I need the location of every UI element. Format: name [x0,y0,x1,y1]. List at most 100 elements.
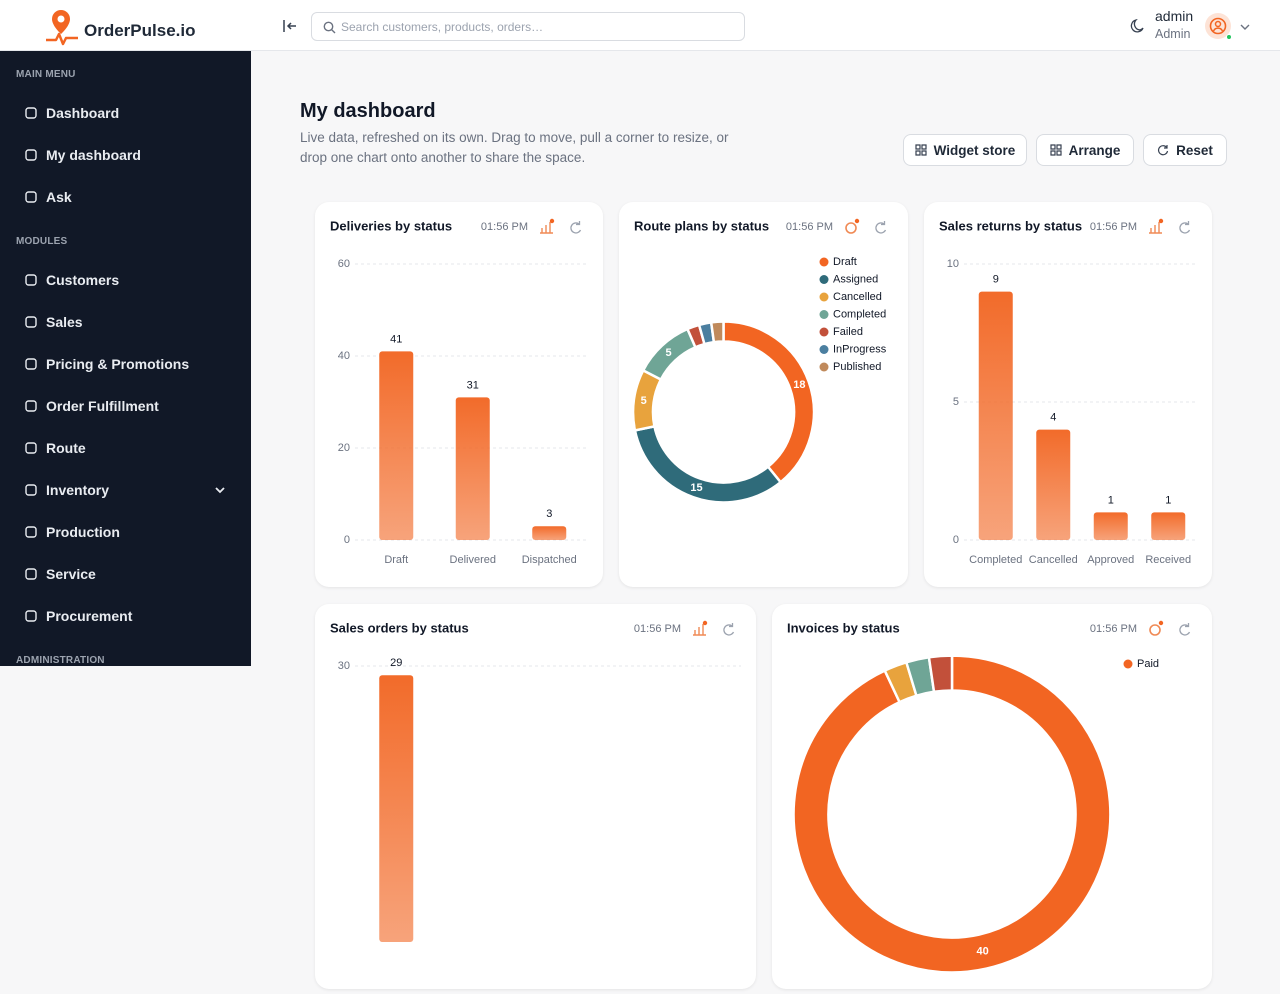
sidebar: MAIN MENU Dashboard My dashboard Ask MODULES… [0,51,251,666]
legend-swatch [1123,659,1133,669]
legend-label: Failed [833,326,863,338]
nav-label: Pricing & Promotions [46,356,190,372]
nav-label: Inventory [46,482,110,498]
indicator-dot [854,218,860,224]
updated-time: 01:56 PM [481,221,528,233]
refresh-button[interactable] [875,221,887,234]
chart-type-button[interactable] [1149,222,1162,234]
legend-label: InProgress [833,343,887,355]
nav-item[interactable]: Pricing & Promotions [24,353,234,375]
slice-label: 5 [641,395,647,407]
nav-icon [25,358,37,370]
nav-item[interactable]: Inventory [24,479,234,501]
indicator-dot [1158,620,1164,626]
legend-swatch [819,292,829,302]
refresh-button[interactable] [570,221,582,234]
indicator-dot [549,218,555,224]
donut-slice[interactable] [633,425,782,504]
bar[interactable] [379,351,414,540]
nav-icon [25,442,37,454]
legend-label: Draft [833,256,857,268]
bar[interactable] [1151,512,1186,540]
widget-card[interactable]: Invoices by status 01:56 PM 40 Paid [772,604,1212,989]
nav-label: My dashboard [46,147,141,163]
nav-label: Dashboard [46,105,120,121]
nav-item[interactable]: Dashboard [24,102,234,124]
donut-slice[interactable] [709,320,725,344]
x-tick-label: Dispatched [522,554,577,566]
nav-item[interactable]: Production [24,521,234,543]
action-button[interactable]: Widget store [903,134,1027,166]
section-title: ADMINISTRATION [16,655,105,666]
nav-icon [25,149,37,161]
button-icon [915,144,927,156]
nav-label: Route [46,440,86,456]
donut-slice[interactable] [792,654,1112,974]
updated-time: 01:56 PM [1090,221,1137,233]
donut-slice[interactable] [722,320,816,484]
bar[interactable] [455,397,490,540]
nav-icon-shape [25,149,37,161]
chart: Sales returns by status 01:56 PM 0 5 10 9 Comp… [939,218,1197,566]
nav-icon-shape [25,274,37,286]
search-box[interactable]: Search customers, products, orders… [311,12,745,41]
nav-item[interactable]: Procurement [24,605,234,627]
value-label: 3 [546,508,552,520]
x-tick-label: Draft [384,554,408,566]
page: OrderPulse.io Search customers, products… [0,0,1280,973]
nav-item[interactable]: Service [24,563,234,585]
x-tick-label: Delivered [450,554,496,566]
section-title: MODULES [16,236,68,247]
icon-shape [915,144,927,156]
bar[interactable] [1093,512,1128,540]
page-title: My dashboard [300,100,436,122]
chart: Invoices by status 01:56 PM 40 Paid [787,620,1191,974]
nav-item[interactable]: Route [24,437,234,459]
bar[interactable] [1036,429,1071,540]
action-button[interactable]: Arrange [1036,134,1134,166]
widget-card[interactable]: Sales returns by status 01:56 PM 0 5 10 9 Comp… [924,202,1212,587]
bar[interactable] [379,675,414,942]
chart: Deliveries by status 01:56 PM 0 20 40 60 41 Dra… [330,218,588,566]
donut-slice[interactable] [631,369,663,432]
nav-icon-shape [25,107,37,119]
refresh-button[interactable] [1179,221,1191,234]
chart-type-button[interactable] [540,222,553,234]
bar[interactable] [532,526,567,540]
updated-time: 01:56 PM [634,623,681,635]
y-tick-label: 0 [953,534,959,546]
legend-swatch [819,362,829,372]
slice-label: 5 [665,347,671,359]
nav-item[interactable]: Sales [24,311,234,333]
top-bar: OrderPulse.io Search customers, products… [0,0,1280,51]
nav-icon [25,526,37,538]
nav-item[interactable]: My dashboard [24,144,234,166]
legend-swatch [819,345,829,354]
user-avatar[interactable] [1204,12,1254,42]
indicator-dot [1158,218,1164,224]
bar[interactable] [978,291,1013,540]
chart-title: Sales returns by status [939,218,1082,233]
updated-time: 01:56 PM [1090,623,1137,635]
theme-toggle[interactable] [1130,19,1144,33]
updated-time: 01:56 PM [786,221,833,233]
widget-card[interactable]: Deliveries by status 01:56 PM 0 20 40 60 41 Dra… [315,202,603,587]
chart-type-button[interactable] [1149,624,1161,636]
y-tick-label: 60 [338,258,350,270]
refresh-button[interactable] [1179,623,1191,636]
refresh-button[interactable] [723,623,735,636]
widget-card[interactable]: Sales orders by status 01:56 PM 30 29 [315,604,756,989]
icon-shape [1050,144,1062,156]
nav-icon-shape [25,526,37,538]
chart-type-button[interactable] [693,624,706,636]
widget-card[interactable]: Route plans by status 01:56 PM 18 15 5 5 Draft… [619,202,908,587]
chart-type-button[interactable] [845,222,857,234]
collapse-button[interactable] [283,19,299,33]
nav-label: Procurement [46,608,133,624]
nav-item[interactable]: Ask [24,186,234,208]
nav-icon [25,107,37,119]
donut-slice[interactable] [927,654,954,694]
action-button[interactable]: Reset [1143,134,1227,166]
nav-item[interactable]: Customers [24,269,234,291]
nav-item[interactable]: Order Fulfillment [24,395,234,417]
